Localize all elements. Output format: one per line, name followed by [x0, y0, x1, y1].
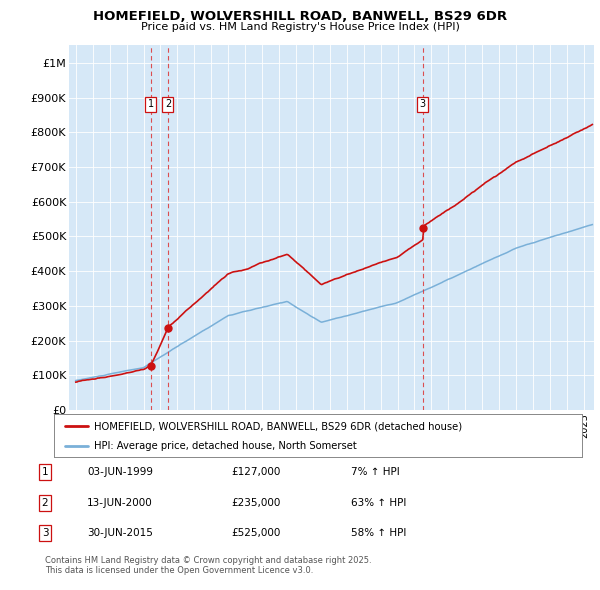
Text: 1: 1	[148, 100, 154, 110]
Text: 30-JUN-2015: 30-JUN-2015	[87, 529, 153, 538]
Text: £127,000: £127,000	[231, 467, 280, 477]
Text: 7% ↑ HPI: 7% ↑ HPI	[351, 467, 400, 477]
Text: 2: 2	[165, 100, 171, 110]
Text: This data is licensed under the Open Government Licence v3.0.: This data is licensed under the Open Gov…	[45, 566, 313, 575]
Text: Contains HM Land Registry data © Crown copyright and database right 2025.: Contains HM Land Registry data © Crown c…	[45, 556, 371, 565]
Text: 3: 3	[420, 100, 426, 110]
Text: Price paid vs. HM Land Registry's House Price Index (HPI): Price paid vs. HM Land Registry's House …	[140, 22, 460, 32]
Text: 3: 3	[41, 529, 49, 538]
Text: 03-JUN-1999: 03-JUN-1999	[87, 467, 153, 477]
Text: 13-JUN-2000: 13-JUN-2000	[87, 498, 153, 507]
Text: £525,000: £525,000	[231, 529, 280, 538]
Text: HOMEFIELD, WOLVERSHILL ROAD, BANWELL, BS29 6DR (detached house): HOMEFIELD, WOLVERSHILL ROAD, BANWELL, BS…	[94, 421, 462, 431]
Text: 63% ↑ HPI: 63% ↑ HPI	[351, 498, 406, 507]
Text: 2: 2	[41, 498, 49, 507]
Text: 1: 1	[41, 467, 49, 477]
Text: HOMEFIELD, WOLVERSHILL ROAD, BANWELL, BS29 6DR: HOMEFIELD, WOLVERSHILL ROAD, BANWELL, BS…	[93, 10, 507, 23]
Text: HPI: Average price, detached house, North Somerset: HPI: Average price, detached house, Nort…	[94, 441, 356, 451]
Text: 58% ↑ HPI: 58% ↑ HPI	[351, 529, 406, 538]
Text: £235,000: £235,000	[231, 498, 280, 507]
